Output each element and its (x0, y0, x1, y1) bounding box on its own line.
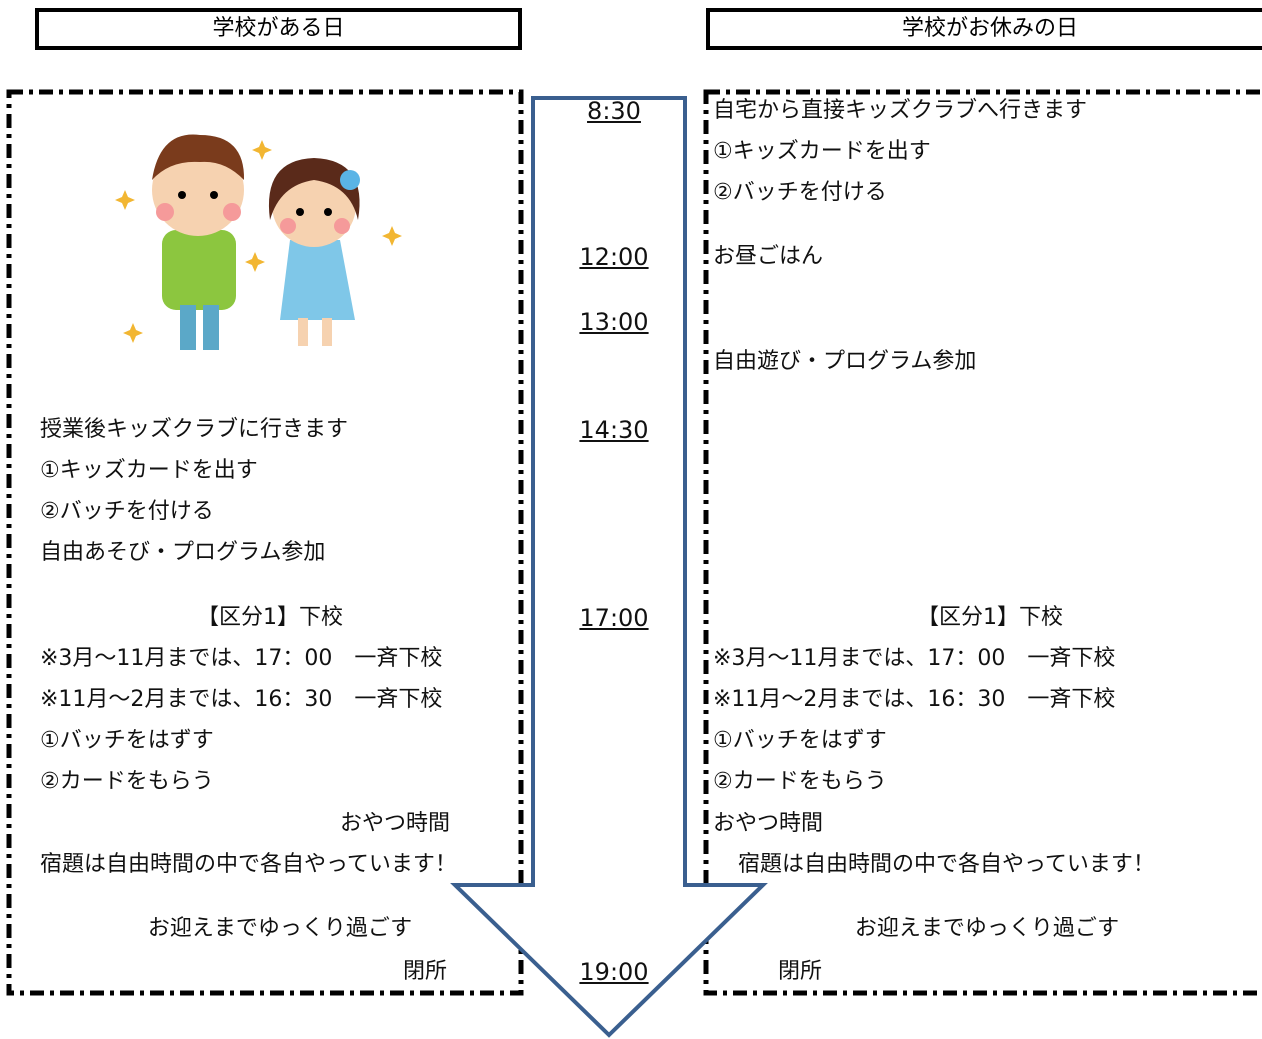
school-day-line: ※11月～2月までは、16：30 一斉下校 (40, 687, 443, 712)
holiday-line: お迎えまでゆっくり過ごす (854, 916, 1120, 941)
school-day-box (6, 89, 524, 996)
school-day-header: 学校がある日 (35, 8, 522, 50)
school-day-line: 【区分1】下校 (197, 605, 343, 630)
holiday-line: 自宅から直接キッズクラブへ行きます (713, 98, 1088, 123)
holiday-line: 閉所 (778, 959, 823, 984)
holiday-line: ①キッズカードを出す (713, 139, 931, 164)
time-arrow (450, 96, 768, 1038)
school-day-line: ②カードをもらう (40, 769, 214, 794)
holiday-line: ※3月～11月までは、17：00 一斉下校 (713, 646, 1116, 671)
time-label: 17:00 (579, 604, 649, 632)
holiday-line: 自由遊び・プログラム参加 (713, 349, 977, 374)
kids-illustration (115, 134, 402, 350)
school-day-line: ※3月～11月までは、17：00 一斉下校 (40, 646, 443, 671)
holiday-line: 【区分1】下校 (917, 605, 1063, 630)
time-label: 13:00 (579, 308, 649, 336)
holiday-line: お昼ごはん (713, 244, 824, 269)
time-label: 12:00 (579, 243, 649, 271)
holiday-line: ②カードをもらう (713, 769, 887, 794)
holiday-line: ※11月～2月までは、16：30 一斉下校 (713, 687, 1116, 712)
holiday-line: 宿題は自由時間の中で各自やっています！ (738, 852, 1155, 877)
time-label: 19:00 (579, 958, 649, 986)
school-day-line: おやつ時間 (340, 811, 451, 836)
school-day-line: ②バッチを付ける (40, 499, 214, 524)
school-day-line: ①バッチをはずす (40, 728, 214, 753)
school-day-line: ①キッズカードを出す (40, 458, 258, 483)
school-day-line: お迎えまでゆっくり過ごす (147, 916, 413, 941)
school-day-line: 自由あそび・プログラム参加 (40, 540, 326, 565)
holiday-box (703, 89, 1262, 996)
time-label: 14:30 (579, 416, 649, 444)
school-day-line: 宿題は自由時間の中で各自やっています！ (40, 852, 457, 877)
time-label: 8:30 (587, 97, 641, 125)
school-day-line: 授業後キッズクラブに行きます (40, 417, 349, 442)
holiday-line: おやつ時間 (713, 811, 824, 836)
holiday-line: ②バッチを付ける (713, 180, 887, 205)
school-day-line: 閉所 (403, 959, 448, 984)
holiday-header: 学校がお休みの日 (706, 8, 1262, 50)
holiday-line: ①バッチをはずす (713, 728, 887, 753)
